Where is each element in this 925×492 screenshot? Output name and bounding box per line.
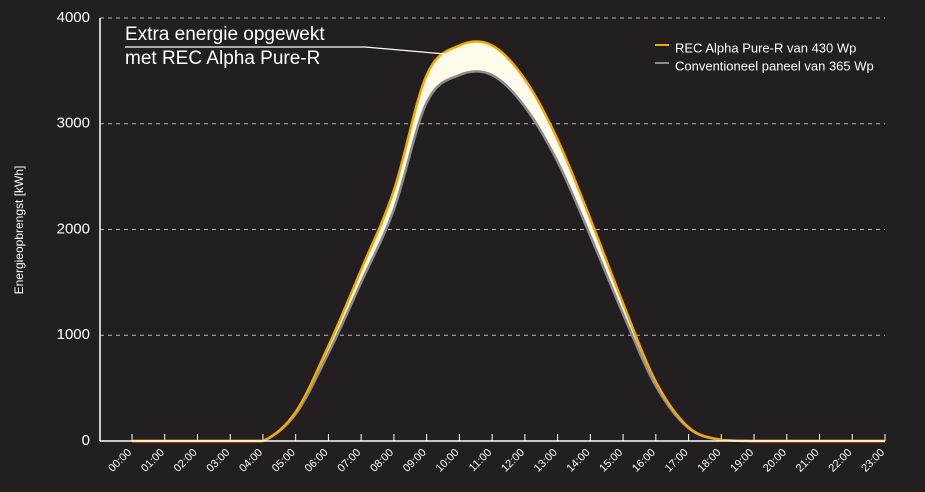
x-tick-label: 19:00 bbox=[728, 447, 756, 475]
y-axis-label: Energieopbrengst [kWh] bbox=[12, 166, 26, 295]
x-tick-label: 09:00 bbox=[401, 447, 429, 475]
x-tick-label: 05:00 bbox=[270, 447, 298, 475]
x-tick-label: 10:00 bbox=[434, 447, 462, 475]
x-tick-label: 12:00 bbox=[499, 447, 527, 475]
x-tick-label: 13:00 bbox=[532, 447, 560, 475]
x-tick-label: 03:00 bbox=[204, 447, 232, 475]
x-tick-label: 11:00 bbox=[467, 447, 494, 474]
x-tick-label: 23:00 bbox=[859, 447, 887, 475]
y-tick-label: 4000 bbox=[57, 9, 90, 26]
y-tick-label: 0 bbox=[82, 432, 90, 449]
y-tick-label: 1000 bbox=[57, 326, 90, 343]
x-tick-label: 06:00 bbox=[303, 447, 331, 475]
y-tick-label: 2000 bbox=[57, 220, 90, 237]
x-tick-label: 22:00 bbox=[826, 447, 854, 475]
x-tick-label: 08:00 bbox=[368, 447, 396, 475]
y-tick-label: 3000 bbox=[57, 115, 90, 132]
series-line bbox=[132, 70, 885, 443]
x-tick-label: 15:00 bbox=[597, 447, 625, 475]
x-tick-label: 17:00 bbox=[663, 447, 691, 475]
x-tick-label: 07:00 bbox=[335, 447, 363, 475]
annotation-leader bbox=[125, 46, 446, 55]
x-tick-label: 20:00 bbox=[761, 447, 789, 475]
x-tick-label: 18:00 bbox=[696, 447, 724, 475]
extra-energy-area bbox=[132, 41, 885, 442]
legend-label: Conventioneel paneel van 365 Wp bbox=[675, 58, 874, 73]
x-tick-label: 04:00 bbox=[237, 447, 265, 475]
x-tick-label: 16:00 bbox=[630, 447, 658, 475]
series-line bbox=[132, 40, 885, 443]
x-tick-label: 00:00 bbox=[106, 447, 134, 475]
x-tick-label: 14:00 bbox=[565, 447, 593, 475]
x-tick-label: 01:00 bbox=[139, 447, 167, 475]
annotation-text: Extra energie opgewekt bbox=[125, 24, 325, 45]
legend-label: REC Alpha Pure-R van 430 Wp bbox=[675, 40, 856, 55]
x-tick-label: 02:00 bbox=[172, 447, 200, 475]
annotation-text: met REC Alpha Pure-R bbox=[125, 48, 320, 69]
x-tick-label: 21:00 bbox=[794, 447, 822, 475]
